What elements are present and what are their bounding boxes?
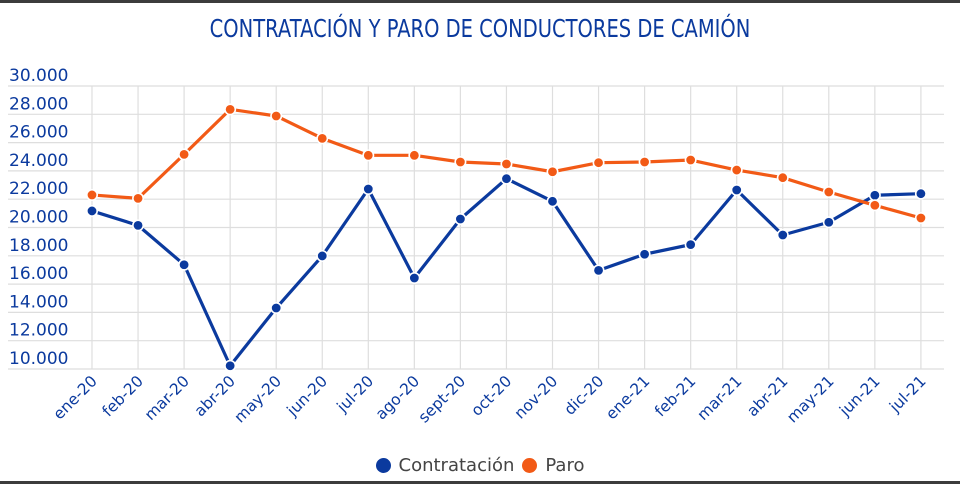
y-tick-label: 28.000 xyxy=(9,94,68,114)
y-tick-label: 12.000 xyxy=(9,321,68,341)
x-tick-label: jul-21 xyxy=(885,372,929,416)
x-tick-label: ene-20 xyxy=(50,372,101,423)
x-tick-label: jun-20 xyxy=(283,372,331,420)
x-tick-label: mar-20 xyxy=(141,372,193,424)
data-point-contratacion[interactable] xyxy=(593,265,603,275)
legend-label-contratacion: Contratación xyxy=(399,455,515,476)
x-tick-label: oct-20 xyxy=(468,372,516,420)
data-point-contratacion[interactable] xyxy=(824,217,834,227)
data-point-paro[interactable] xyxy=(639,157,649,167)
legend-marker-paro xyxy=(522,458,537,473)
data-point-contratacion[interactable] xyxy=(778,230,788,240)
data-point-paro[interactable] xyxy=(133,193,143,203)
data-point-paro[interactable] xyxy=(870,200,880,210)
data-point-paro[interactable] xyxy=(455,157,465,167)
y-axis-ticks: 10.000 12.000 14.000 16.000 18.000 20.000 22.0… xyxy=(9,66,68,369)
data-point-paro[interactable] xyxy=(271,111,281,121)
legend-marker-contratacion xyxy=(376,458,391,473)
y-tick-label: 24.000 xyxy=(9,151,68,171)
data-point-contratacion[interactable] xyxy=(870,190,880,200)
data-point-paro[interactable] xyxy=(317,133,327,143)
data-point-contratacion[interactable] xyxy=(685,239,695,249)
data-point-paro[interactable] xyxy=(824,187,834,197)
legend-item-paro[interactable]: Paro xyxy=(522,455,584,476)
data-point-paro[interactable] xyxy=(179,149,189,159)
data-point-contratacion[interactable] xyxy=(501,173,511,183)
legend-label-paro: Paro xyxy=(545,455,584,476)
legend-item-contratacion[interactable]: Contratación xyxy=(376,455,515,476)
y-tick-label: 20.000 xyxy=(9,208,68,228)
x-tick-label: feb-20 xyxy=(99,372,147,420)
data-point-paro[interactable] xyxy=(87,190,97,200)
y-tick-label: 26.000 xyxy=(9,123,68,143)
data-point-contratacion[interactable] xyxy=(363,184,373,194)
data-point-paro[interactable] xyxy=(547,167,557,177)
gridlines xyxy=(8,86,944,369)
data-point-contratacion[interactable] xyxy=(547,196,557,206)
data-point-contratacion[interactable] xyxy=(455,214,465,224)
data-point-contratacion[interactable] xyxy=(732,185,742,195)
data-point-paro[interactable] xyxy=(593,157,603,167)
data-point-paro[interactable] xyxy=(409,150,419,160)
y-tick-label: 22.000 xyxy=(9,179,68,199)
y-tick-label: 16.000 xyxy=(9,264,68,284)
y-tick-label: 10.000 xyxy=(9,349,68,369)
data-point-contratacion[interactable] xyxy=(271,303,281,313)
x-tick-label: sept-20 xyxy=(415,372,469,426)
x-tick-label: jun-21 xyxy=(835,372,883,420)
data-point-paro[interactable] xyxy=(363,150,373,160)
x-tick-label: nov-20 xyxy=(511,372,561,422)
data-point-contratacion[interactable] xyxy=(87,206,97,216)
x-tick-label: mar-21 xyxy=(694,372,746,424)
x-tick-label: may-21 xyxy=(783,372,837,426)
data-point-contratacion[interactable] xyxy=(133,220,143,230)
data-point-contratacion[interactable] xyxy=(179,260,189,270)
data-point-paro[interactable] xyxy=(501,159,511,169)
data-point-paro[interactable] xyxy=(916,213,926,223)
x-tick-label: may-20 xyxy=(231,372,285,426)
y-tick-label: 18.000 xyxy=(9,236,68,256)
data-point-contratacion[interactable] xyxy=(225,361,235,371)
data-point-paro[interactable] xyxy=(225,104,235,114)
x-tick-label: jul-20 xyxy=(333,372,377,416)
y-tick-label: 14.000 xyxy=(9,292,68,312)
x-tick-label: dic-20 xyxy=(561,372,608,419)
data-point-paro[interactable] xyxy=(685,155,695,165)
x-tick-label: feb-21 xyxy=(651,372,699,420)
x-tick-label: ene-21 xyxy=(602,372,653,423)
data-point-contratacion[interactable] xyxy=(639,249,649,259)
data-point-paro[interactable] xyxy=(732,165,742,175)
data-point-paro[interactable] xyxy=(778,172,788,182)
data-point-contratacion[interactable] xyxy=(409,273,419,283)
data-point-contratacion[interactable] xyxy=(317,251,327,261)
data-point-contratacion[interactable] xyxy=(916,188,926,198)
y-tick-label: 30.000 xyxy=(9,66,68,86)
legend: Contratación Paro xyxy=(0,455,960,476)
